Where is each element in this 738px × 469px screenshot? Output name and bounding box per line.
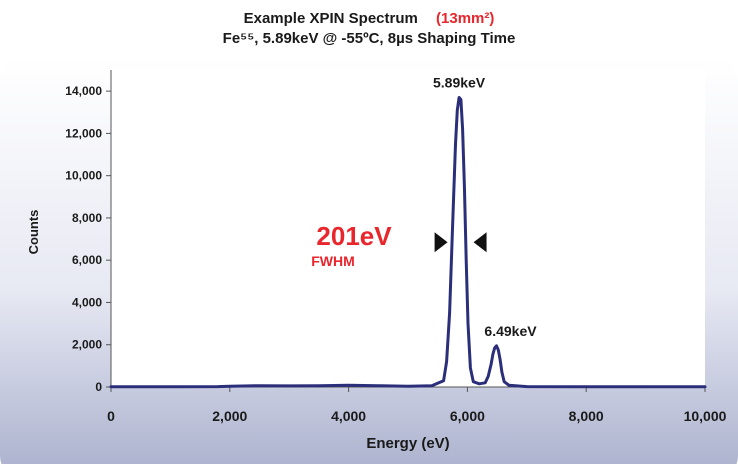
spectrum-data-point bbox=[469, 367, 472, 369]
y-tick-label: 6,000 bbox=[72, 253, 102, 267]
spectrum-data-point bbox=[501, 371, 503, 374]
spectrum-data-point bbox=[503, 380, 506, 383]
spectrum-data-point bbox=[467, 322, 469, 325]
y-tick-label: 14,000 bbox=[65, 84, 102, 98]
spectrum-data-point bbox=[499, 358, 501, 361]
spectrum-data-point bbox=[442, 379, 445, 382]
spectrum-data-point bbox=[585, 386, 587, 388]
spectrum-data-point bbox=[497, 349, 500, 351]
spectrum-data-point bbox=[472, 380, 475, 383]
spectrum-data-point bbox=[454, 143, 457, 145]
y-tick-label: 4,000 bbox=[72, 295, 102, 309]
fwhm-arrow-left bbox=[434, 232, 448, 253]
spectrum-data-point bbox=[458, 96, 460, 99]
fwhm-label: FWHM bbox=[311, 253, 355, 269]
spectrum-data-point bbox=[487, 375, 490, 378]
peak-label-secondary: 6.49keV bbox=[484, 323, 537, 339]
spectrum-data-point bbox=[704, 386, 706, 388]
plot-area bbox=[111, 70, 705, 387]
spectrum-data-point bbox=[495, 345, 498, 347]
x-tick-label: 0 bbox=[107, 408, 115, 424]
spectrum-data-point bbox=[347, 384, 350, 387]
spectrum-data-point bbox=[318, 384, 320, 387]
spectrum-data-point bbox=[377, 384, 380, 387]
spectrum-data-point bbox=[431, 384, 433, 387]
spectrum-data-point bbox=[110, 386, 112, 388]
spectrum-data-point bbox=[490, 363, 493, 365]
y-tick-label: 2,000 bbox=[72, 338, 102, 352]
x-tick-label: 2,000 bbox=[212, 408, 247, 424]
spectrum-data-point bbox=[217, 385, 219, 388]
spectrum-data-point bbox=[478, 383, 481, 385]
spectrum-data-point bbox=[465, 259, 468, 262]
spectrum-data-point bbox=[169, 386, 172, 388]
x-tick-label: 4,000 bbox=[331, 408, 366, 424]
y-tick-label: 12,000 bbox=[65, 126, 102, 140]
spectrum-data-point bbox=[484, 382, 487, 384]
spectrum-data-point bbox=[229, 385, 231, 388]
y-tick-label: 10,000 bbox=[65, 169, 102, 183]
x-tick-label: 8,000 bbox=[569, 408, 604, 424]
chart-subtitle: Fe⁵⁵, 5.89keV @ -55ºC, 8µs Shaping Time bbox=[223, 30, 516, 47]
x-tick-label: 10,000 bbox=[684, 408, 727, 424]
spectrum-data-point bbox=[258, 384, 261, 387]
spectrum-data-point bbox=[463, 185, 466, 187]
fwhm-value-label: 201eV bbox=[316, 221, 392, 251]
y-tick-label: 0 bbox=[95, 380, 102, 394]
y-tick-label: 8,000 bbox=[72, 211, 102, 225]
spectrum-data-point bbox=[526, 385, 528, 388]
chart-title: Example XPIN Spectrum (13mm²) bbox=[244, 10, 495, 27]
x-tick-label: 6,000 bbox=[450, 408, 485, 424]
spectrum-data-point bbox=[460, 98, 462, 101]
spectrum-data-point bbox=[407, 385, 409, 388]
spectrum-data-point bbox=[644, 386, 647, 388]
spectrum-data-point bbox=[493, 347, 496, 349]
chart-title-main: Example XPIN Spectrum bbox=[244, 10, 418, 27]
spectrum-data-point bbox=[451, 227, 454, 230]
fwhm-arrow-right bbox=[473, 232, 487, 253]
spectrum-data-point bbox=[508, 384, 510, 387]
spectrum-data-point bbox=[461, 128, 464, 130]
x-axis-label: Energy (eV) bbox=[366, 435, 449, 452]
peak-label-main: 5.89keV bbox=[433, 74, 486, 90]
spectrum-data-point bbox=[456, 109, 459, 111]
spectrum-data-point bbox=[288, 385, 291, 387]
y-axis-label: Counts bbox=[26, 210, 41, 255]
spectrum-data-point bbox=[445, 360, 448, 363]
spectrum-data-point bbox=[448, 312, 451, 314]
spectrum-data-point bbox=[492, 353, 494, 356]
chart-title-highlight: (13mm²) bbox=[436, 10, 494, 27]
